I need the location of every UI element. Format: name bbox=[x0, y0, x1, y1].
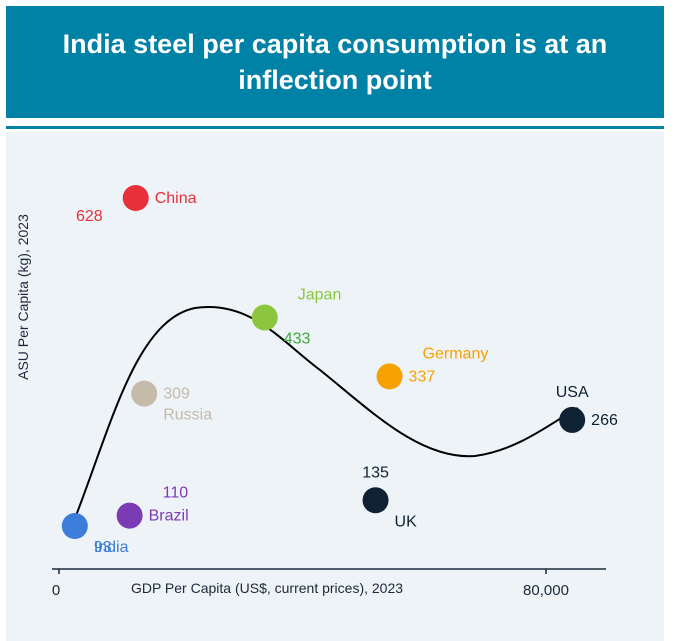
point-india bbox=[61, 513, 88, 539]
point-value-label: 110 bbox=[163, 485, 189, 502]
title-banner: India steel per capita consumption is at… bbox=[6, 6, 664, 118]
trend-curve bbox=[71, 305, 579, 527]
point-name-label: Russia bbox=[163, 407, 212, 424]
point-name-label: China bbox=[155, 190, 197, 207]
point-name-label: UK bbox=[395, 513, 418, 530]
point-value-label: 266 bbox=[591, 412, 618, 429]
title-divider bbox=[6, 126, 664, 129]
chart-title: India steel per capita consumption is at… bbox=[62, 29, 608, 95]
point-name-label: Japan bbox=[298, 287, 342, 304]
point-name-label: USA bbox=[556, 384, 589, 401]
point-value-label: 93 bbox=[94, 539, 112, 556]
point-value-label: 433 bbox=[284, 331, 311, 348]
point-value-label: 135 bbox=[362, 464, 389, 481]
point-name-label: Brazil bbox=[149, 508, 189, 525]
point-russia bbox=[131, 380, 158, 407]
point-value-label: 337 bbox=[409, 368, 436, 385]
x-tick-label: 80,000 bbox=[523, 582, 569, 599]
point-japan bbox=[251, 304, 278, 331]
axis-layer: 0 80,000 GDP Per Capita (US$, current pr… bbox=[15, 214, 606, 599]
points-layer: China 628 Japan 433 Germany 337 Russia 309 USA26… bbox=[61, 185, 618, 556]
point-germany bbox=[376, 363, 403, 390]
point-name-label: India bbox=[94, 539, 129, 556]
chart-panel bbox=[6, 132, 664, 641]
y-axis-label: ASU Per Capita (kg), 2023 bbox=[15, 214, 31, 380]
point-value-label: 309 bbox=[163, 386, 190, 403]
point-uk bbox=[362, 487, 389, 514]
point-usa bbox=[559, 406, 586, 433]
point-name-label: Germany bbox=[423, 345, 489, 362]
x-tick-label: 0 bbox=[52, 582, 60, 599]
point-china bbox=[122, 185, 149, 211]
x-axis-label: GDP Per Capita (US$, current prices), 20… bbox=[131, 580, 403, 596]
point-brazil bbox=[116, 502, 143, 529]
point-value-label: 628 bbox=[76, 208, 103, 225]
